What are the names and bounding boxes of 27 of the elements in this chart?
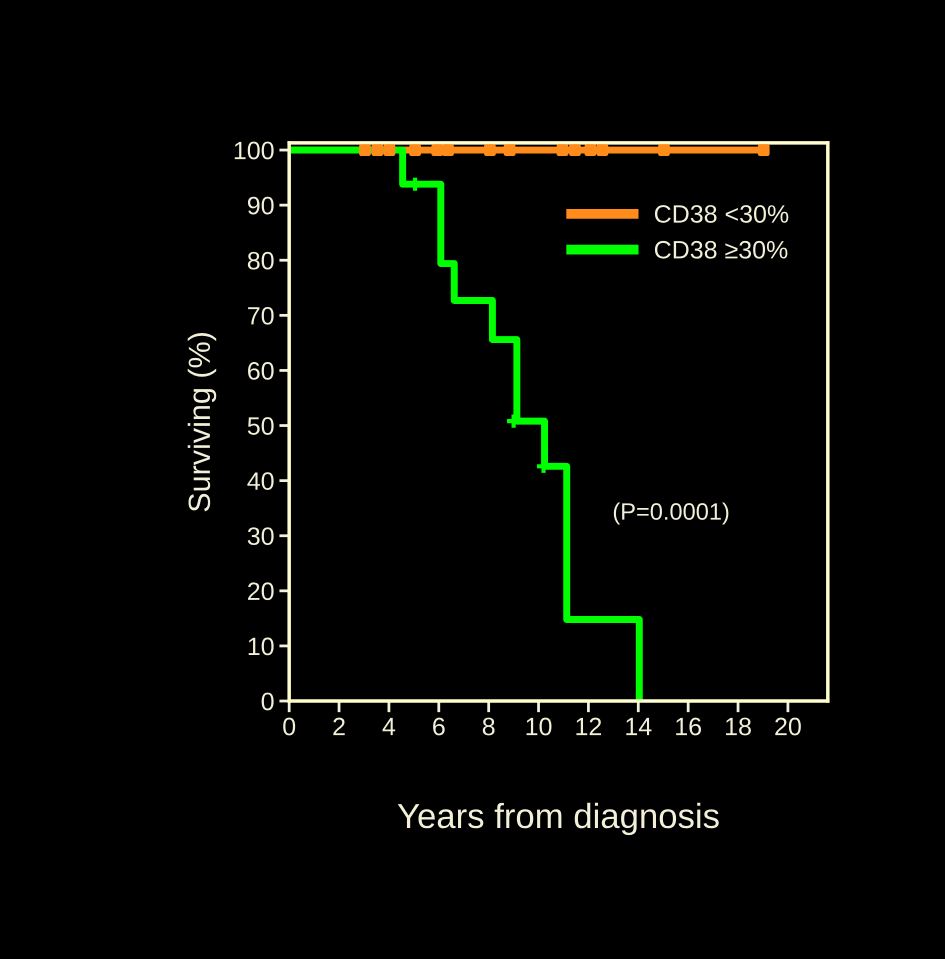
y-tick-label: 60 [248,362,274,380]
y-tick-label: 40 [247,472,274,490]
annotation: (P=0.0001) [614,502,728,525]
x-tick-label: 8 [482,718,495,736]
x-tick-label: 18 [726,718,751,736]
y-tick-label: 90 [248,196,274,214]
y-tick-label: 10 [248,638,274,656]
legend-label: CD38 <30% [654,205,788,223]
x-axis-title: Years from diagnosis [398,802,719,836]
x-tick-label: 0 [283,718,296,736]
legend-label: CD38 ≥30% [654,240,788,259]
x-tick-label: 4 [382,718,396,736]
y-tick-label: 100 [234,142,274,160]
y-tick-label: 20 [248,582,274,600]
y-tick-label: 30 [248,527,274,546]
y-tick-label: 50 [248,417,274,435]
y-axis-title: Surviving (%) [188,333,216,512]
x-tick-label: 14 [626,718,652,736]
x-tick-label: 10 [526,718,552,736]
x-tick-label: 20 [775,718,801,736]
x-tick-label: 2 [333,718,345,736]
x-tick-label: 12 [576,718,602,736]
y-tick-label: 70 [248,306,274,325]
x-tick-label: 6 [433,718,445,736]
y-tick-label: 80 [248,252,274,270]
x-tick-label: 16 [676,718,701,736]
y-tick-label: 0 [262,692,274,710]
